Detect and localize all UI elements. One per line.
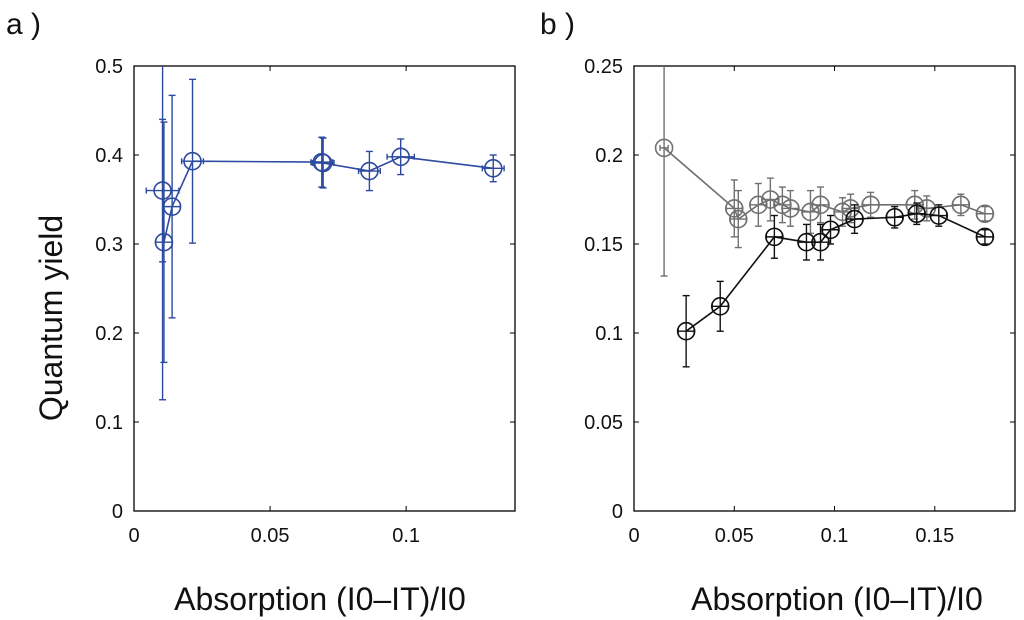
panel-b-gray-data-point	[654, 138, 674, 158]
panel-b-y-tick-label: 0	[612, 501, 623, 523]
panel-a-y-tick-label: 0.3	[95, 234, 123, 256]
panel-a-y-axis-label: Quantum yield	[33, 215, 69, 421]
panel-b-y-tick-label: 0.25	[584, 56, 623, 78]
panel-b-black-data-point	[676, 321, 696, 341]
panel-b-gray-data-point	[811, 195, 830, 215]
panel-b-x-tick-label: 0.05	[715, 525, 754, 547]
panel-b-black-data-point	[975, 227, 995, 247]
panel-b-gray-data-point	[975, 204, 995, 224]
panel-b-gray-data-point	[861, 195, 880, 215]
panel-b-x-tick-label: 0	[628, 525, 639, 547]
panel-b-y-tick-label: 0.1	[595, 323, 623, 345]
panel-b-plot-area	[633, 65, 1016, 512]
panel-a-x-tick-label: 0.05	[251, 525, 290, 547]
panel-a-blue-data-point	[313, 153, 333, 173]
panel-b-ticks: 0 0.05 0.1 0.15 0 0.05 0.1 0.15 0.2 0.25	[584, 56, 1015, 547]
panel-a-y-tick-label: 0.2	[95, 323, 123, 345]
panel-b-black-data-point	[710, 296, 730, 316]
panel-b-black-series-line	[685, 212, 986, 332]
panel-b-x-tick-label: 0.15	[915, 525, 954, 547]
panel-a-y-tick-label: 0.4	[95, 145, 123, 167]
panel-b-gray-data-point	[951, 195, 971, 215]
panel-b-series	[654, 66, 995, 368]
panel-b-gray-data-point	[724, 199, 744, 218]
panel-a: a ) 0 0.05 0.1 0 0.1 0.2 0.3 0.4 0.5 Quantum yie…	[6, 8, 516, 617]
panel-a-ticks: 0 0.05 0.1 0 0.1 0.2 0.3 0.4 0.5	[95, 56, 515, 547]
panel-b-y-tick-label: 0.15	[584, 234, 623, 256]
panel-b-black-data-point	[885, 208, 904, 227]
panel-b-black-data-point	[821, 220, 840, 240]
panel-b-black-data-point	[929, 206, 949, 225]
panel-b-x-axis-label: Absorption (I0–IT)/I0	[691, 581, 983, 617]
panel-a-y-tick-label: 0.5	[95, 56, 123, 78]
panel-a-y-tick-label: 0.1	[95, 412, 123, 434]
panel-a-series	[145, 66, 505, 401]
panel-a-blue-data-point	[162, 197, 182, 216]
panel-a-x-tick-label: 0	[128, 525, 139, 547]
panel-a-x-axis-label: Absorption (I0–IT)/I0	[174, 581, 466, 617]
panel-b-x-tick-label: 0.1	[821, 525, 849, 547]
panel-b-label: b )	[540, 8, 575, 41]
panel-b-gray-data-point	[841, 199, 860, 218]
panel-b: b ) 0 0.05 0.1 0.15 0 0.05 0.1 0.15 0.2 0.25 Abso…	[540, 8, 1016, 617]
panel-a-blue-data-point	[153, 181, 172, 200]
panel-b-y-tick-label: 0.05	[584, 412, 623, 434]
panel-b-gray-data-point	[749, 195, 768, 215]
panel-a-blue-data-point	[360, 161, 379, 181]
panel-b-black-data-point	[907, 204, 927, 224]
panel-b-black-data-point	[811, 232, 830, 252]
panel-b-black-data-point	[765, 227, 784, 247]
panel-b-y-tick-label: 0.2	[595, 145, 623, 167]
panel-a-blue-data-point	[183, 151, 202, 171]
panel-a-blue-data-point	[391, 147, 411, 167]
panel-b-gray-series-line	[663, 147, 986, 221]
panel-a-blue-data-point	[483, 159, 503, 178]
panel-b-gray-data-point	[761, 190, 780, 209]
panel-a-x-tick-label: 0.1	[392, 525, 420, 547]
panel-a-label: a )	[6, 8, 41, 41]
panel-a-plot-area	[133, 65, 516, 512]
panel-b-gray-data-point	[781, 199, 800, 218]
panel-a-y-tick-label: 0	[112, 501, 123, 523]
panel-b-gray-data-point	[801, 202, 820, 222]
panel-b-black-data-point	[845, 209, 864, 229]
panel-b-gray-data-point	[728, 209, 748, 229]
